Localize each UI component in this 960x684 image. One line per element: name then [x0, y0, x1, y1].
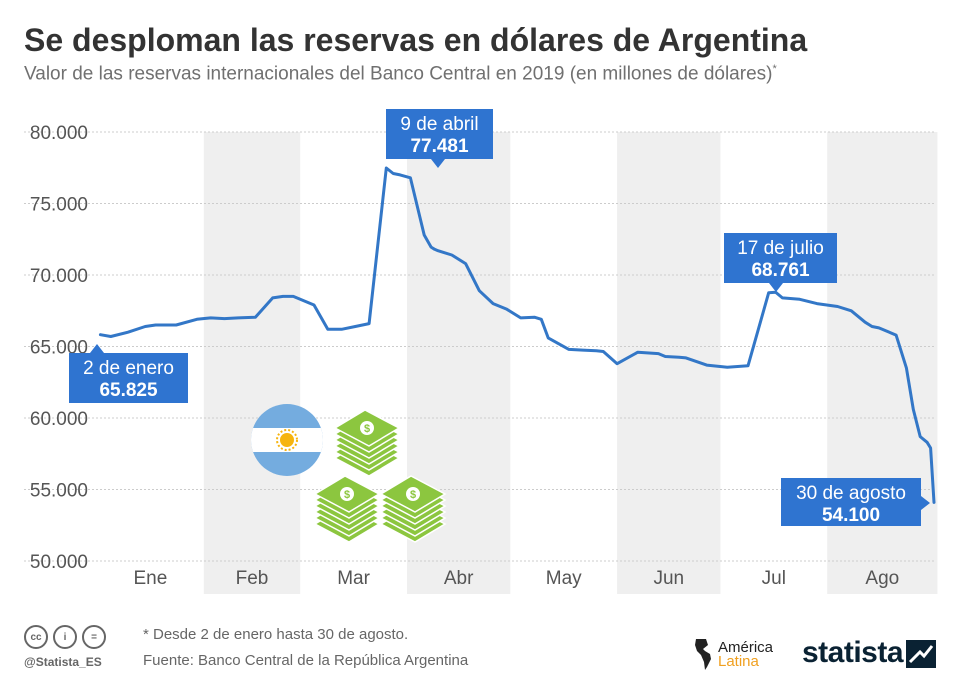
- x-tick-label: Feb: [236, 568, 269, 589]
- x-tick-label: Jun: [653, 568, 684, 589]
- y-tick-label: 50.000: [30, 552, 88, 573]
- x-tick-label: Mar: [337, 568, 370, 589]
- americas-map-icon: [695, 639, 711, 670]
- callout-box: [69, 353, 188, 403]
- callout-pointer: [431, 159, 445, 168]
- y-axis-ticks: 50.00055.00060.00065.00070.00075.00080.0…: [30, 123, 88, 573]
- partner-logo-line1: América: [718, 639, 774, 656]
- statista-logo[interactable]: statista: [802, 636, 904, 669]
- callout-pointer: [90, 344, 104, 353]
- month-band: [203, 132, 301, 594]
- x-tick-label: Jul: [762, 568, 786, 589]
- money-stack-icon: $: [379, 475, 447, 543]
- callout-value: 54.100: [822, 505, 880, 526]
- callout-value: 77.481: [410, 136, 469, 157]
- argentina-flag-icon: [251, 404, 323, 476]
- callout-pointer: [769, 283, 783, 292]
- y-tick-label: 60.000: [30, 409, 88, 430]
- y-tick-label: 75.000: [30, 195, 88, 216]
- creative-commons-icon: cc: [24, 625, 48, 649]
- y-tick-label: 55.000: [30, 481, 88, 502]
- callout-label: 17 de julio: [737, 238, 824, 259]
- svg-text:$: $: [364, 423, 370, 435]
- money-stack-icon: $: [313, 475, 381, 543]
- x-tick-label: Abr: [444, 568, 474, 589]
- svg-text:$: $: [410, 489, 416, 501]
- callout-box: [386, 109, 493, 159]
- chart-subtitle: Valor de las reservas internacionales de…: [24, 63, 777, 85]
- callout-value: 68.761: [751, 260, 810, 281]
- x-axis-month-labels: Ene Feb Mar Abr May Jun Jul Ago: [133, 568, 899, 589]
- statista-handle[interactable]: @Statista_ES: [24, 655, 102, 669]
- svg-text:$: $: [344, 489, 350, 501]
- source-note: Fuente: Banco Central de la República Ar…: [143, 652, 469, 669]
- y-tick-label: 70.000: [30, 266, 88, 287]
- license-icons: cc i =: [24, 625, 106, 649]
- subtitle-footnote-mark: *: [772, 63, 777, 75]
- callout-box: [724, 233, 837, 283]
- chart-title: Se desploman las reservas en dólares de …: [24, 22, 808, 58]
- statista-mark-icon: [906, 640, 936, 668]
- reserves-series-line: [98, 166, 936, 504]
- money-stack-icon: $: [333, 409, 401, 477]
- callout-pointer: [921, 496, 930, 510]
- x-tick-label: Ago: [865, 568, 899, 589]
- no-derivatives-icon: =: [82, 625, 106, 649]
- partner-logo-line2: Latina: [718, 653, 759, 670]
- x-tick-label: Ene: [133, 568, 167, 589]
- america-latina-logo: América Latina: [692, 637, 782, 671]
- callout-label: 2 de enero: [83, 358, 174, 379]
- callout-label: 9 de abril: [400, 114, 478, 135]
- callout-box: [781, 478, 921, 526]
- illustration: $ $ $: [251, 404, 447, 543]
- footnote: * Desde 2 de enero hasta 30 de agosto.: [143, 626, 409, 643]
- subtitle-text: Valor de las reservas internacionales de…: [24, 63, 773, 85]
- callout-value: 65.825: [99, 380, 158, 401]
- attribution-icon: i: [53, 625, 77, 649]
- x-tick-label: May: [546, 568, 582, 589]
- callout-label: 30 de agosto: [796, 483, 906, 504]
- y-tick-label: 80.000: [30, 123, 88, 144]
